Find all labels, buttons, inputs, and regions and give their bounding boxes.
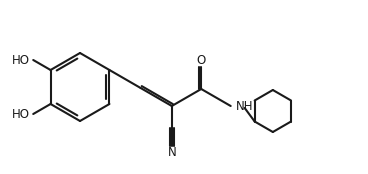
Text: HO: HO xyxy=(12,53,30,66)
Text: HO: HO xyxy=(12,108,30,121)
Text: O: O xyxy=(197,53,206,66)
Text: N: N xyxy=(167,145,176,159)
Text: NH: NH xyxy=(236,100,253,113)
